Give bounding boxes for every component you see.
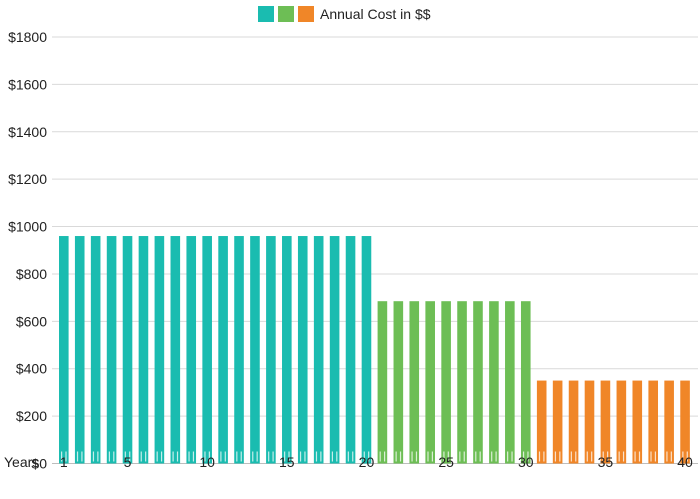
- bar-year-7: [154, 236, 165, 464]
- bar-year-36: [616, 380, 627, 464]
- bar-year-40: [680, 380, 690, 464]
- y-tick-label-400: $400: [16, 361, 47, 377]
- y-tick-label-600: $600: [16, 313, 47, 329]
- bar-year-22: [393, 301, 404, 464]
- bar-year-12: [234, 236, 244, 464]
- bar-year-39: [664, 380, 674, 464]
- bar-year-8: [170, 236, 181, 464]
- x-tick-label-10: 10: [199, 454, 215, 470]
- bar-year-4: [106, 236, 117, 464]
- bar-year-3: [90, 236, 101, 464]
- bar-year-15: [282, 236, 292, 464]
- bar-year-1: [59, 236, 69, 464]
- bar-year-14: [266, 236, 276, 464]
- bar-year-11: [218, 236, 228, 464]
- bar-year-28: [489, 301, 499, 464]
- legend-swatches: [258, 6, 314, 22]
- x-tick-label-35: 35: [598, 454, 614, 470]
- x-tick-label-25: 25: [438, 454, 454, 470]
- bar-year-34: [584, 380, 595, 464]
- x-axis-label: Years: [4, 454, 39, 470]
- legend-label: Annual Cost in $$: [320, 6, 431, 22]
- bar-year-29: [505, 301, 515, 464]
- bar-year-33: [568, 380, 579, 464]
- legend-swatch-2: [278, 6, 294, 22]
- bar-year-5: [122, 236, 133, 464]
- bar-year-18: [329, 236, 340, 464]
- bar-year-31: [536, 380, 547, 464]
- legend-swatch-3: [298, 6, 314, 22]
- bar-year-38: [648, 380, 659, 464]
- y-tick-label-0: $0: [31, 456, 47, 472]
- y-tick-label-1000: $1000: [8, 219, 47, 235]
- bar-year-13: [250, 236, 260, 464]
- x-axis-tick-labels: Years 1 5 10 15 20 25 30 35 40: [4, 454, 693, 470]
- x-tick-label-5: 5: [124, 454, 132, 470]
- bar-year-26: [457, 301, 467, 464]
- bar-year-2: [74, 236, 85, 464]
- bar-year-32: [552, 380, 563, 464]
- bar-year-24: [425, 301, 435, 464]
- legend-swatch-1: [258, 6, 274, 22]
- bar-year-30: [520, 301, 531, 464]
- y-tick-label-200: $200: [16, 408, 47, 424]
- x-tick-label-20: 20: [359, 454, 375, 470]
- bars: [59, 236, 690, 464]
- x-tick-label-40: 40: [677, 454, 693, 470]
- legend: Annual Cost in $$: [258, 6, 431, 22]
- bar-year-23: [409, 301, 420, 464]
- bar-year-27: [473, 301, 483, 464]
- bar-year-6: [138, 236, 149, 464]
- bar-year-37: [632, 380, 643, 464]
- bar-year-21: [377, 301, 388, 464]
- x-tick-label-30: 30: [518, 454, 534, 470]
- bar-year-17: [313, 236, 324, 464]
- x-tick-label-15: 15: [279, 454, 295, 470]
- bar-year-19: [345, 236, 356, 464]
- y-axis-tick-labels: $0 $200 $400 $600 $800 $1000 $1200 $1400 $1600 $1…: [8, 29, 47, 472]
- y-tick-label-1800: $1800: [8, 29, 47, 45]
- bar-year-10: [202, 236, 212, 464]
- bar-year-9: [186, 236, 197, 464]
- bar-year-35: [600, 380, 611, 464]
- bar-year-16: [297, 236, 308, 464]
- y-tick-label-800: $800: [16, 266, 47, 282]
- y-tick-label-1600: $1600: [8, 76, 47, 92]
- bar-year-25: [441, 301, 451, 464]
- bar-year-20: [361, 236, 372, 464]
- x-tick-label-1: 1: [60, 454, 68, 470]
- y-tick-label-1400: $1400: [8, 124, 47, 140]
- y-tick-label-1200: $1200: [8, 171, 47, 187]
